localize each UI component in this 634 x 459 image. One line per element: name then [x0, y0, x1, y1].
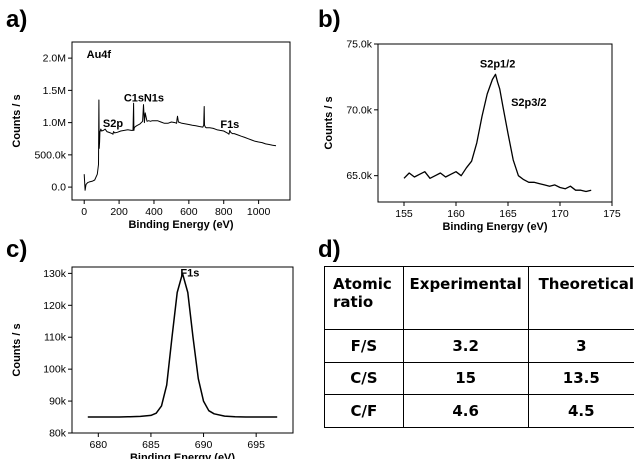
- x-tick-label: 155: [395, 208, 413, 220]
- x-tick-label: 0: [81, 206, 87, 218]
- peak-label: N1s: [144, 92, 164, 104]
- x-tick-label: 170: [551, 208, 569, 220]
- x-tick-label: 800: [215, 206, 233, 218]
- experimental-value: 15: [402, 361, 529, 396]
- theoretical-value: 13.5: [527, 361, 634, 396]
- header-theoretical: Theoretical: [527, 266, 634, 330]
- atomic-ratio-table: Atomic ratio Experimental Theoretical F/…: [324, 266, 634, 428]
- x-tick-label: 165: [499, 208, 517, 220]
- y-axis-label: Counts / s: [11, 94, 23, 147]
- row-label: C/S: [324, 361, 404, 396]
- plot-frame: [71, 266, 294, 434]
- table-row: F/S 3.2 3: [324, 329, 634, 363]
- experimental-value: 4.6: [402, 394, 529, 428]
- peak-label: S2p: [103, 118, 123, 130]
- theoretical-value: 3: [527, 329, 634, 363]
- experimental-value: 3.2: [402, 329, 529, 363]
- panel-label-a: a): [6, 6, 28, 33]
- y-tick-label: 0.0: [51, 182, 66, 194]
- s2p-spectrum-chart: 155 160 165 170 175 65.0k 70.0k 75.0k Binding En…: [323, 39, 621, 234]
- panel-label-c: c): [6, 236, 28, 263]
- x-tick-label: 685: [142, 439, 160, 451]
- panel-label-d: d): [318, 236, 341, 263]
- table-row: C/F 4.6 4.5: [324, 394, 634, 428]
- x-tick-label: 690: [195, 439, 213, 451]
- y-tick-label: 1.0M: [43, 117, 66, 129]
- x-axis-label: Binding Energy (eV): [128, 219, 233, 231]
- y-tick-label: 2.0M: [43, 53, 66, 65]
- x-tick-label: 160: [447, 208, 465, 220]
- peak-label: Au4f: [87, 49, 112, 61]
- row-label: F/S: [324, 329, 404, 363]
- peak-label: F1s: [180, 268, 199, 280]
- panel-label-b: b): [318, 6, 341, 33]
- y-tick-label: 90k: [49, 396, 67, 408]
- peak-label: S2p3/2: [511, 97, 546, 109]
- row-label: C/F: [324, 394, 404, 428]
- x-tick-label: 200: [110, 206, 128, 218]
- x-tick-label: 680: [90, 439, 108, 451]
- survey-spectrum-chart: 0 200 400 600 800 1000 0.0 500.0k 1.0M 1.5M 2.0M Bi…: [11, 41, 291, 231]
- y-tick-label: 1.5M: [43, 85, 66, 97]
- peak-label: F1s: [220, 119, 239, 131]
- plot-frame: [377, 43, 613, 203]
- y-tick-label: 120k: [43, 300, 67, 312]
- y-tick-label: 500.0k: [34, 149, 66, 161]
- x-tick-label: 400: [145, 206, 163, 218]
- x-tick-label: 175: [603, 208, 621, 220]
- plot-frame: [71, 41, 291, 201]
- header-atomic-ratio: Atomic ratio: [324, 266, 404, 330]
- y-tick-label: 80k: [49, 428, 67, 440]
- y-tick-label: 110k: [44, 332, 67, 344]
- y-axis-label: Counts / s: [11, 323, 23, 376]
- x-tick-label: 600: [180, 206, 198, 218]
- series-line: [403, 73, 592, 193]
- theoretical-value: 4.5: [527, 394, 634, 428]
- y-tick-label: 130k: [43, 268, 67, 280]
- series-line: [87, 272, 278, 418]
- header-experimental: Experimental: [402, 266, 529, 330]
- x-axis-label: Binding Energy (eV): [130, 452, 235, 459]
- f1s-spectrum-chart: 680 685 690 695 80k 90k 100k 110k 120k 130k Bindin…: [11, 266, 294, 459]
- y-tick-label: 100k: [43, 364, 67, 376]
- y-tick-label: 75.0k: [346, 39, 372, 51]
- y-axis-label: Counts / s: [323, 96, 335, 149]
- y-tick-label: 65.0k: [346, 170, 372, 182]
- peak-label: S2p1/2: [480, 59, 515, 71]
- table-row: C/S 15 13.5: [324, 361, 634, 396]
- table-header-row: Atomic ratio Experimental Theoretical: [324, 266, 634, 330]
- peak-label: C1s: [124, 92, 144, 104]
- y-tick-label: 70.0k: [346, 104, 372, 116]
- series-line: [83, 99, 277, 191]
- x-tick-label: 1000: [247, 206, 271, 218]
- x-axis-label: Binding Energy (eV): [442, 221, 547, 233]
- x-tick-label: 695: [247, 439, 265, 451]
